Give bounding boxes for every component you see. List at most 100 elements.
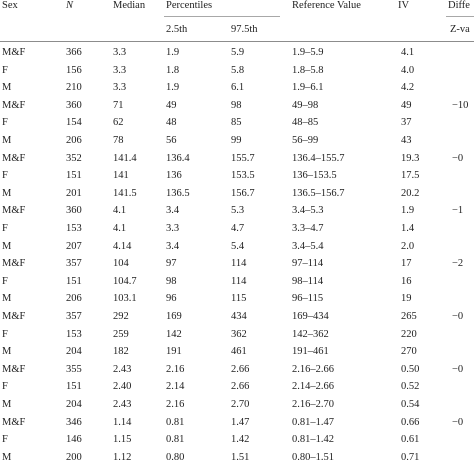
cell-median: 141.4	[113, 152, 137, 164]
cell-difference: −0	[452, 363, 464, 375]
cell-97-5th: 2.66	[231, 363, 250, 375]
cell-2-5th: 2.16	[166, 399, 185, 410]
cell-reference-value: 0.81–1.42	[292, 434, 334, 446]
cell-reference-value: 98–114	[292, 275, 324, 287]
cell-median: 4.14	[113, 240, 132, 252]
cell-n: 207	[66, 240, 82, 252]
header-median: Median	[113, 0, 146, 11]
cell-2-5th: 169	[166, 311, 182, 322]
cell-2-5th: 0.81	[166, 416, 185, 428]
cell-median: 3.3	[113, 82, 127, 94]
cell-sex: M	[2, 187, 12, 199]
cell-reference-value: 3.3–4.7	[292, 223, 324, 234]
cell-n: 151	[66, 381, 82, 393]
cell-97-5th: 85	[231, 117, 242, 129]
cell-n: 156	[66, 64, 82, 76]
cell-2-5th: 98	[166, 275, 177, 287]
cell-sex: M&F	[2, 258, 26, 270]
cell-n: 206	[66, 135, 82, 146]
cell-n: 146	[66, 434, 82, 446]
cell-2-5th: 3.3	[166, 223, 180, 234]
cell-n: 357	[66, 311, 82, 322]
cell-2-5th: 136.5	[166, 187, 190, 199]
cell-sex: M&F	[2, 363, 26, 375]
cell-median: 259	[113, 328, 129, 340]
cell-reference-value: 96–115	[292, 293, 324, 305]
cell-median: 3.3	[113, 47, 127, 58]
cell-median: 182	[113, 346, 129, 358]
cell-97-5th: 99	[231, 135, 242, 146]
cell-iv: 19.3	[401, 152, 420, 164]
cell-n: 154	[66, 117, 82, 129]
cell-iv: 1.9	[401, 205, 415, 217]
cell-97-5th: 2.70	[231, 399, 250, 410]
cell-sex: M	[2, 135, 12, 146]
cell-2-5th: 3.4	[166, 240, 180, 252]
cell-2-5th: 142	[166, 328, 182, 340]
cell-median: 4.1	[113, 205, 127, 217]
cell-sex: M	[2, 346, 12, 358]
cell-97-5th: 434	[231, 311, 247, 322]
cell-median: 141	[113, 170, 129, 182]
cell-2-5th: 56	[166, 135, 177, 146]
cell-iv: 220	[401, 328, 417, 340]
cell-97-5th: 1.42	[231, 434, 250, 446]
cell-reference-value: 1.9–5.9	[292, 47, 324, 58]
cell-n: 366	[66, 47, 82, 58]
header-reference-value: Reference Value	[292, 0, 361, 11]
cell-n: 355	[66, 363, 82, 375]
cell-sex: M&F	[2, 205, 26, 217]
cell-iv: 0.66	[401, 416, 420, 428]
cell-difference: −0	[452, 152, 464, 164]
cell-sex: M	[2, 399, 12, 410]
cell-97-5th: 114	[231, 275, 247, 287]
cell-reference-value: 1.9–6.1	[292, 82, 324, 94]
header-difference: Diffe	[448, 0, 470, 11]
cell-2-5th: 0.80	[166, 451, 185, 463]
cell-median: 2.43	[113, 363, 132, 375]
cell-iv: 43	[401, 135, 412, 146]
cell-sex: M&F	[2, 152, 26, 164]
cell-2-5th: 1.9	[166, 82, 180, 94]
cell-iv: 0.52	[401, 381, 420, 393]
cell-median: 141.5	[113, 187, 137, 199]
cell-median: 78	[113, 135, 124, 146]
cell-2-5th: 48	[166, 117, 177, 129]
cell-2-5th: 3.4	[166, 205, 180, 217]
cell-reference-value: 136.4–155.7	[292, 152, 345, 164]
cell-difference: −1	[452, 205, 464, 217]
cell-97-5th: 1.51	[231, 451, 250, 463]
cell-97-5th: 114	[231, 258, 247, 270]
cell-reference-value: 142–362	[292, 328, 329, 340]
cell-median: 292	[113, 311, 129, 322]
cell-97-5th: 461	[231, 346, 247, 358]
cell-97-5th: 4.7	[231, 223, 245, 234]
cell-97-5th: 5.9	[231, 47, 245, 58]
cell-median: 4.1	[113, 223, 127, 234]
cell-sex: M	[2, 240, 12, 252]
cell-median: 104	[113, 258, 129, 270]
header-2-5th: 2.5th	[166, 24, 188, 35]
header-iv: IV	[398, 0, 410, 11]
cell-reference-value: 1.8–5.8	[292, 64, 324, 76]
cell-median: 2.40	[113, 381, 132, 393]
cell-iv: 270	[401, 346, 417, 358]
cell-iv: 0.54	[401, 399, 420, 410]
cell-reference-value: 191–461	[292, 346, 329, 358]
cell-2-5th: 136	[166, 170, 182, 182]
cell-median: 62	[113, 117, 124, 129]
cell-difference: −2	[452, 258, 464, 270]
cell-reference-value: 136–153.5	[292, 170, 337, 182]
cell-sex: F	[2, 64, 8, 76]
cell-2-5th: 0.81	[166, 434, 185, 446]
cell-median: 103.1	[113, 293, 137, 305]
cell-2-5th: 1.8	[166, 64, 180, 76]
cell-n: 151	[66, 170, 82, 182]
cell-iv: 4.0	[401, 64, 415, 76]
cell-iv: 17	[401, 258, 412, 270]
cell-reference-value: 0.81–1.47	[292, 416, 334, 428]
difference-underline	[446, 16, 474, 17]
cell-2-5th: 97	[166, 258, 177, 270]
cell-reference-value: 3.4–5.3	[292, 205, 324, 217]
cell-n: 206	[66, 293, 82, 305]
